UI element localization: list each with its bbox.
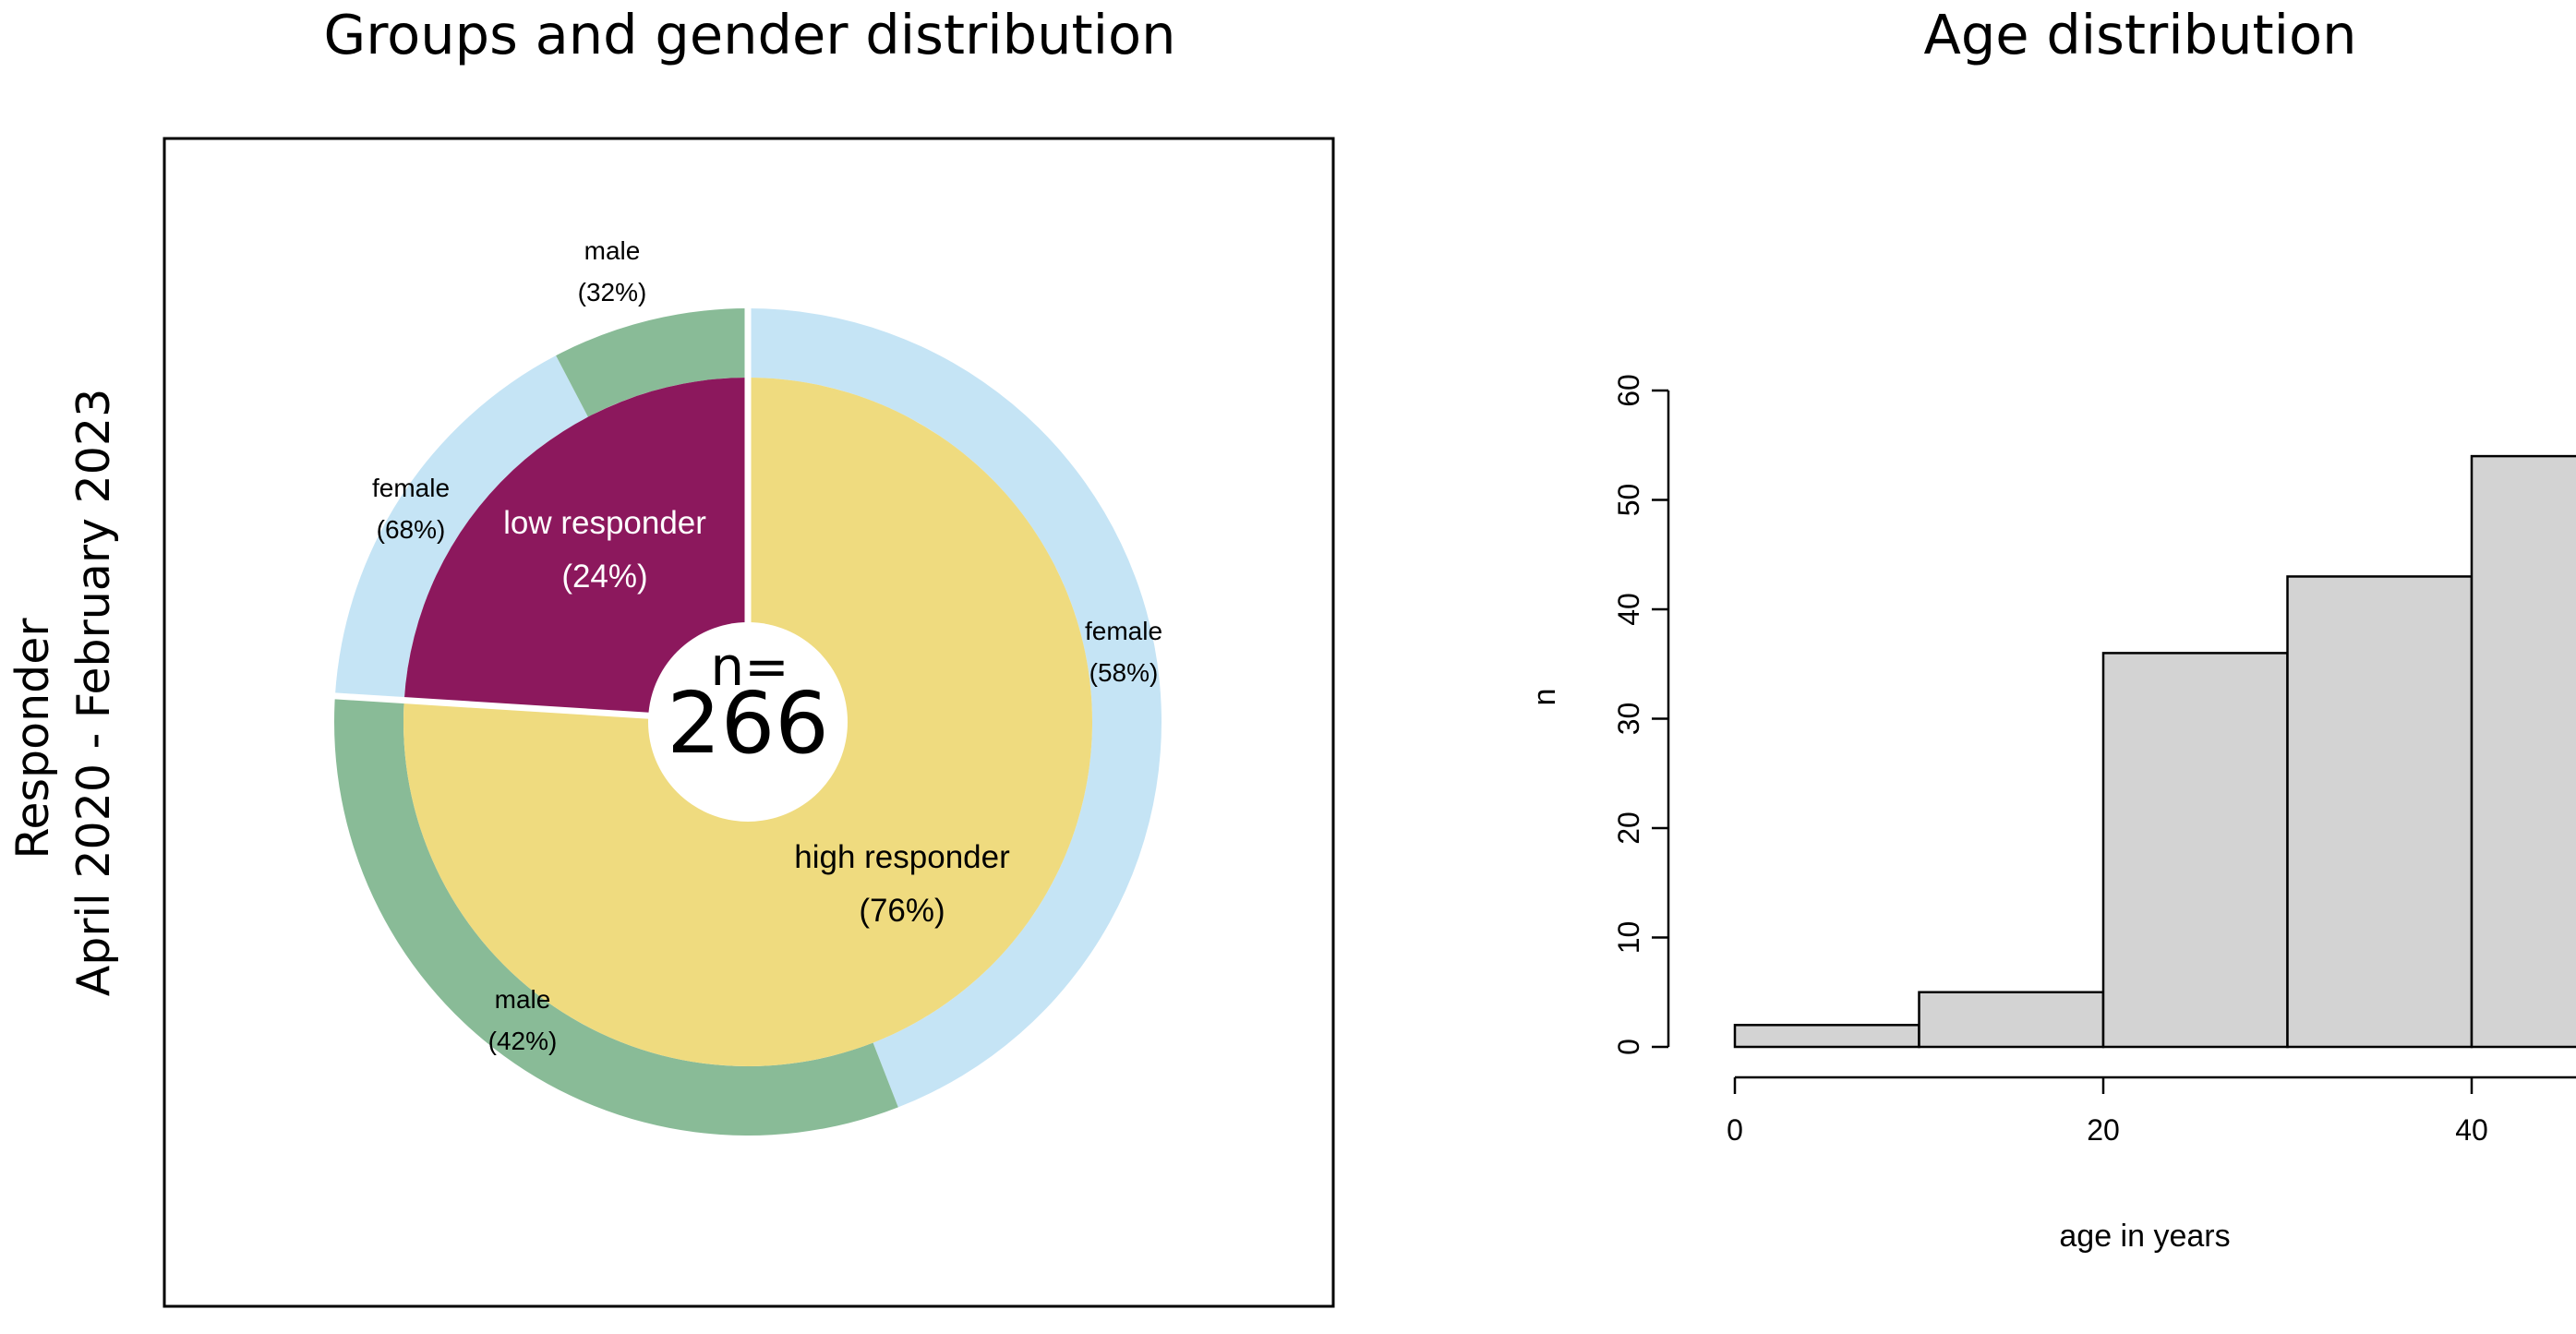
outer-label-name: male: [584, 236, 641, 265]
center-label-prefix: n=: [710, 635, 788, 698]
donut-outer-ring: [333, 308, 1162, 1136]
histogram-bar: [2470, 454, 2576, 1049]
histogram-bars: [1733, 454, 2576, 1049]
y-tick-label: 50: [1612, 484, 1645, 517]
histogram-x-axis: 020406080: [1727, 1076, 2576, 1147]
y-tick-label: 60: [1612, 374, 1645, 407]
y-tick-label: 10: [1612, 921, 1645, 955]
inner-label-pct: (24%): [561, 559, 647, 595]
histogram-y-label: n: [1527, 689, 1562, 706]
donut-title: Groups and gender distribution: [324, 3, 1176, 66]
inner-label-name: low responder: [503, 505, 706, 541]
y-tick-label: 0: [1612, 1039, 1645, 1055]
donut-labels: high responder (76%) low responder (24%) fem…: [372, 236, 1162, 1055]
donut-chart: Groups and gender distribution n= 266 hi…: [163, 3, 1335, 1308]
inner-label-name: high responder: [794, 839, 1010, 875]
outer-label-pct: (32%): [578, 278, 647, 306]
side-label-line1: Responder: [6, 618, 59, 859]
outer-label-name: female: [1085, 617, 1162, 645]
outer-slice-high-responder-female: [748, 308, 1162, 1108]
outer-label-pct: (68%): [377, 515, 446, 544]
y-tick-label: 20: [1612, 811, 1645, 845]
x-tick-label: 0: [1727, 1113, 1743, 1147]
side-label-line2: April 2020 - February 2023: [67, 389, 120, 997]
histogram-bar: [1918, 991, 2105, 1049]
center-label-value: 266: [667, 674, 829, 773]
histogram-bar: [1733, 1024, 1920, 1049]
y-tick-label: 30: [1612, 703, 1645, 736]
outer-slice-low-responder-male: [556, 308, 748, 417]
side-label: Responder April 2020 - February 2023: [6, 389, 120, 997]
histogram-bar: [2101, 652, 2289, 1049]
donut-center-hole: [648, 622, 848, 822]
x-tick-label: 20: [2087, 1113, 2120, 1147]
x-tick-label: 40: [2455, 1113, 2488, 1147]
histogram-bar: [2286, 575, 2474, 1049]
y-tick-label: 40: [1612, 593, 1645, 626]
histogram-x-label: age in years: [2059, 1219, 2230, 1254]
outer-label-pct: (42%): [488, 1027, 558, 1055]
inner-slice-low-responder: [403, 378, 748, 722]
outer-slice-high-responder-male: [333, 695, 898, 1136]
outer-label-name: female: [372, 474, 450, 502]
outer-label-pct: (58%): [1089, 658, 1159, 687]
histogram-y-axis: 0 10 20 30 40 50 60: [1612, 374, 1670, 1055]
donut-plot-frame: [163, 137, 1335, 1308]
histogram-title: Age distribution: [1923, 3, 2356, 66]
outer-label-name: male: [495, 985, 551, 1014]
outer-slice-low-responder-female: [334, 355, 588, 701]
inner-label-pct: (76%): [859, 893, 945, 929]
